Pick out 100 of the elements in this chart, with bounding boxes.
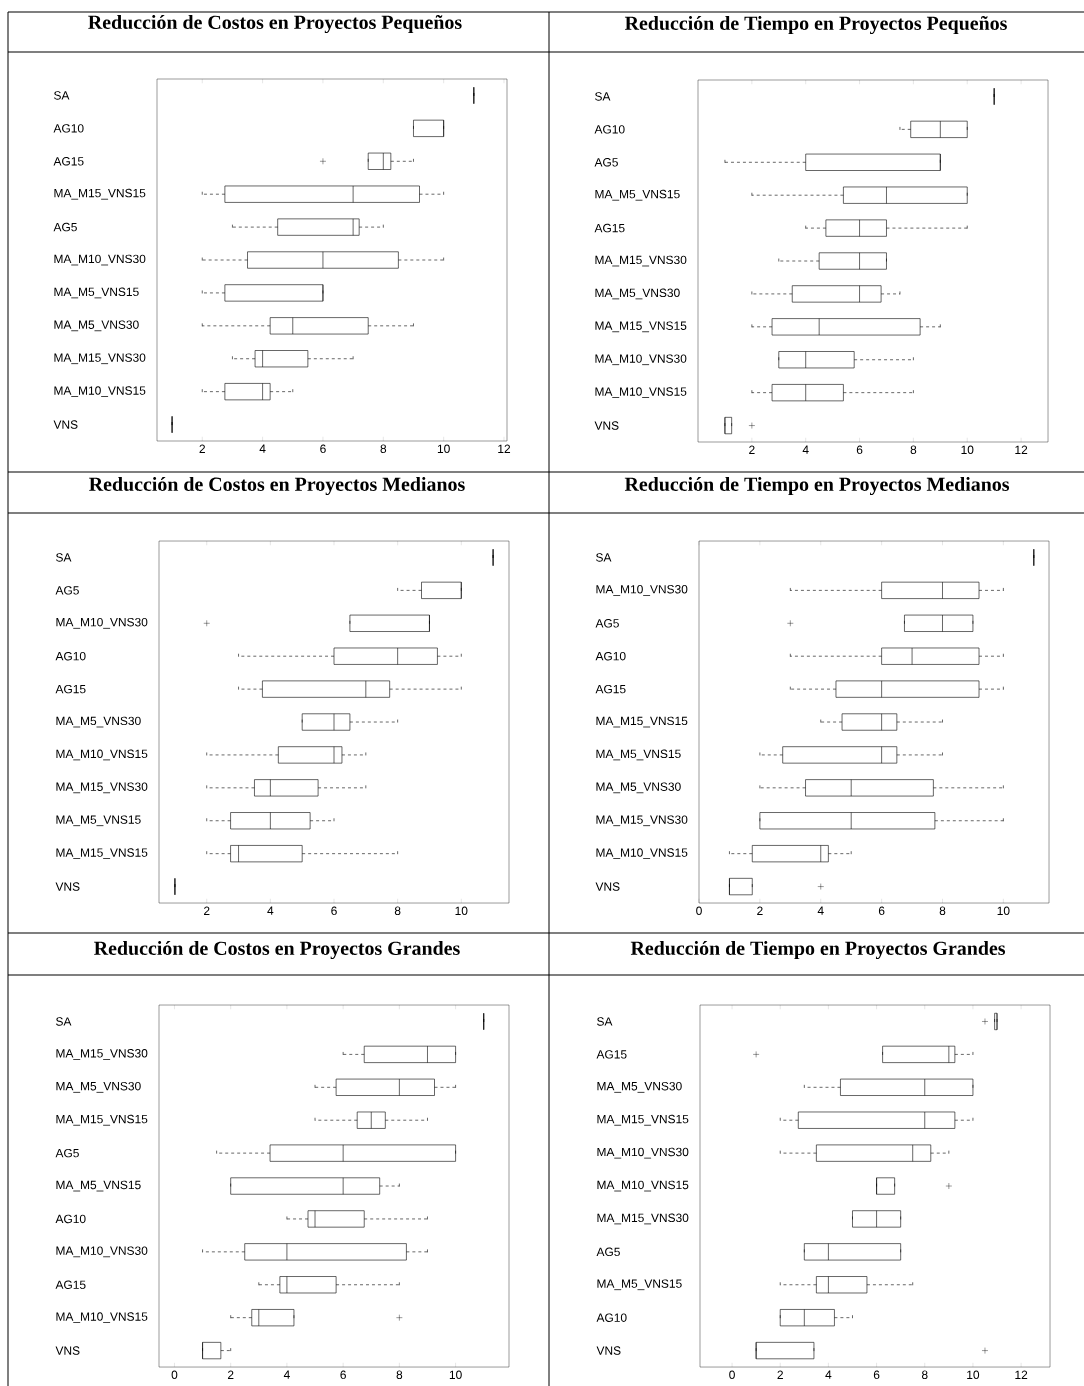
y-tick-label: MA_M5_VNS15 (56, 1180, 141, 1192)
y-tick-label: MA_M15_VNS15 (56, 848, 148, 860)
y-tick-label: MA_M5_VNS15 (54, 287, 139, 299)
y-tick-label: MA_M5_VNS30 (595, 288, 680, 300)
y-tick-label: AG10 (55, 1214, 86, 1224)
y-tick-label: MA_M10_VNS30 (596, 585, 688, 596)
y-tick-label: MA_M10_VNS15 (595, 387, 687, 399)
y-tick-label: AG15 (55, 684, 86, 694)
y-tick-label: MA_M15_VNS15 (596, 716, 688, 728)
y-tick-label: MA_M5_VNS15 (595, 189, 680, 201)
y-tick-label: SA (596, 553, 612, 562)
y-tick-label: AG5 (53, 222, 77, 232)
y-tick-label: MA_M15_VNS15 (595, 321, 687, 333)
y-tick-label: AG15 (596, 1050, 627, 1059)
y-tick-label: MA_M5_VNS30 (56, 1081, 141, 1093)
chart-title: Reducción de Tiempo en Proyectos Medianos (624, 476, 1010, 496)
y-tick-label: MA_M5_VNS15 (597, 1279, 682, 1291)
x-tick-label: 8 (394, 906, 401, 915)
y-tick-label: SA (595, 92, 611, 101)
y-tick-label: MA_M10_VNS15 (597, 1180, 689, 1192)
x-tick-label: 6 (320, 444, 326, 453)
y-tick-label: AG15 (55, 1280, 86, 1289)
x-tick-label: 10 (967, 1370, 980, 1380)
x-tick-label: 8 (396, 1370, 403, 1380)
y-tick-label: AG5 (595, 619, 619, 628)
chart-title: Reducción de Costos en Proyectos Pequeños (88, 14, 462, 34)
y-tick-label: AG5 (55, 586, 79, 595)
x-tick-label: 2 (199, 444, 205, 453)
x-tick-label: 4 (259, 444, 266, 453)
y-tick-label: MA_M15_VNS30 (596, 815, 688, 827)
chart-title: Reducción de Costos en Proyectos Grandes (94, 940, 460, 960)
y-tick-label: VNS (53, 420, 78, 429)
y-tick-label: MA_M15_VNS30 (595, 255, 687, 267)
y-tick-label: AG10 (55, 651, 86, 661)
x-tick-label: 4 (802, 445, 809, 454)
y-tick-label: VNS (594, 421, 619, 430)
y-tick-label: AG15 (595, 684, 626, 694)
y-tick-label: MA_M15_VNS15 (597, 1114, 689, 1126)
x-tick-label: 2 (749, 445, 755, 454)
x-tick-label: 2 (777, 1370, 783, 1379)
y-tick-label: MA_M15_VNS15 (54, 188, 146, 200)
y-tick-label: SA (597, 1017, 613, 1026)
y-tick-label: MA_M15_VNS30 (56, 1049, 148, 1060)
y-tick-label: AG5 (596, 1247, 620, 1257)
chart-title: Reducción de Tiempo en Proyectos Pequeños (624, 15, 1007, 35)
y-tick-label: MA_M15_VNS15 (56, 1114, 148, 1126)
x-tick-label: 6 (878, 906, 885, 915)
y-tick-label: SA (56, 553, 72, 562)
x-tick-label: 10 (437, 444, 450, 453)
y-tick-label: MA_M5_VNS15 (596, 749, 681, 761)
y-tick-label: MA_M10_VNS30 (56, 1246, 148, 1258)
y-tick-label: AG10 (53, 124, 84, 133)
y-tick-label: AG10 (594, 125, 625, 134)
y-tick-label: MA_M10_VNS15 (596, 848, 688, 860)
x-tick-label: 8 (910, 445, 917, 454)
y-tick-label: MA_M10_VNS15 (56, 1312, 148, 1324)
x-tick-label: 0 (696, 906, 702, 915)
y-tick-label: MA_M10_VNS15 (56, 749, 148, 761)
y-tick-label: MA_M10_VNS30 (56, 617, 148, 629)
x-tick-label: 0 (171, 1370, 178, 1380)
y-tick-label: AG15 (594, 223, 625, 233)
x-tick-label: 0 (729, 1370, 735, 1380)
y-tick-label: AG10 (595, 651, 626, 661)
y-tick-label: MA_M10_VNS30 (54, 254, 146, 266)
y-tick-label: MA_M15_VNS30 (597, 1213, 689, 1225)
y-tick-label: SA (54, 91, 70, 100)
y-tick-label: SA (56, 1017, 72, 1026)
x-tick-label: 12 (1015, 1370, 1028, 1379)
x-tick-label: 2 (757, 906, 763, 915)
y-tick-label: MA_M15_VNS30 (56, 782, 148, 794)
y-tick-label: AG5 (55, 1148, 79, 1158)
x-tick-label: 8 (380, 444, 387, 453)
y-tick-label: VNS (595, 882, 620, 891)
x-tick-label: 10 (961, 445, 974, 454)
x-tick-label: 6 (331, 906, 337, 915)
y-tick-label: MA_M15_VNS30 (54, 353, 146, 365)
x-tick-label: 4 (825, 1370, 832, 1379)
x-tick-label: 4 (283, 1370, 290, 1379)
x-tick-label: 12 (498, 444, 511, 453)
y-tick-label: MA_M5_VNS30 (54, 320, 139, 332)
x-tick-label: 10 (455, 906, 468, 915)
y-tick-label: MA_M5_VNS30 (56, 716, 141, 728)
y-tick-label: VNS (596, 1346, 621, 1355)
y-tick-label: AG10 (596, 1313, 627, 1322)
x-tick-label: 10 (449, 1370, 462, 1380)
x-tick-label: 12 (1015, 445, 1028, 454)
y-tick-label: MA_M10_VNS30 (595, 354, 687, 366)
x-tick-label: 6 (340, 1370, 346, 1380)
x-tick-label: 8 (939, 906, 946, 915)
y-tick-label: VNS (55, 1346, 80, 1355)
y-tick-label: AG15 (53, 157, 84, 166)
x-tick-label: 2 (204, 906, 210, 915)
y-tick-label: MA_M10_VNS15 (54, 386, 146, 398)
x-tick-label: 10 (997, 906, 1010, 915)
y-tick-label: MA_M5_VNS30 (596, 782, 681, 794)
y-tick-label: VNS (55, 882, 80, 891)
y-tick-label: MA_M10_VNS30 (597, 1147, 689, 1159)
chart-title: Reducción de Tiempo en Proyectos Grandes (630, 940, 1006, 960)
x-tick-label: 4 (817, 906, 824, 915)
y-tick-label: AG5 (594, 158, 618, 167)
